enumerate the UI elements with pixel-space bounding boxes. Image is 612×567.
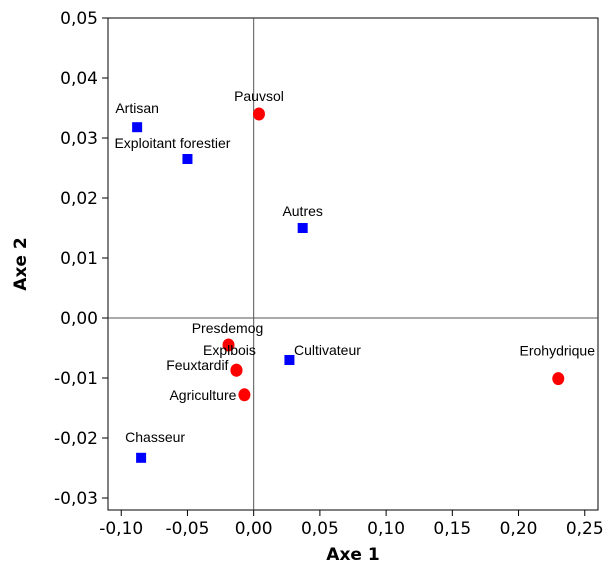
- point-label: Agriculture: [169, 387, 236, 403]
- point-label: Autres: [282, 203, 322, 219]
- square-marker: [132, 122, 143, 133]
- point-label: Pauvsol: [234, 88, 284, 104]
- x-tick-label: 0,10: [367, 519, 405, 539]
- point-label: Erohydrique: [520, 343, 596, 359]
- square-marker: [182, 154, 193, 164]
- square-marker: [136, 452, 147, 463]
- y-tick-label: -0,03: [54, 489, 98, 509]
- y-tick-label: 0,05: [60, 9, 98, 29]
- point-label: Exploitant forestier: [114, 135, 230, 151]
- x-tick-label: 0,25: [566, 519, 604, 539]
- circle-marker: [252, 107, 265, 121]
- x-tick-label: 0,05: [301, 519, 339, 539]
- y-tick-label: 0,00: [60, 309, 98, 329]
- x-axis-ticks: -0,10 -0,05 0,00 0,05 0,10 0,15 0,20 0,25: [99, 510, 604, 539]
- y-tick-label: 0,03: [60, 129, 98, 149]
- y-tick-label: 0,04: [60, 69, 98, 89]
- point-label: Feuxtardif: [166, 357, 228, 373]
- y-tick-label: 0,01: [60, 249, 98, 269]
- circle-marker: [552, 372, 565, 386]
- point-label: Presdemog: [192, 320, 264, 336]
- x-tick-label: 0,15: [433, 519, 471, 539]
- x-tick-label: -0,05: [165, 519, 209, 539]
- y-axis-title: Axe 2: [11, 237, 31, 290]
- square-marker: [297, 223, 308, 233]
- point-label: Cultivateur: [294, 342, 361, 358]
- point-label: Artisan: [115, 100, 159, 116]
- x-tick-label: -0,10: [99, 519, 143, 539]
- reference-lines: [108, 18, 598, 510]
- data-points: Artisan Exploitant forestier Autres Cultiva…: [114, 88, 595, 463]
- circle-marker: [238, 388, 251, 402]
- point-label: Explbois: [203, 342, 256, 358]
- circle-marker: [222, 338, 235, 352]
- point-label: Chasseur: [125, 429, 185, 445]
- square-marker: [284, 355, 295, 365]
- plot-frame: [107, 17, 599, 511]
- y-tick-label: -0,02: [54, 429, 98, 449]
- x-tick-label: 0,00: [235, 519, 273, 539]
- y-axis-ticks: -0,03 -0,02 -0,01 0,00 0,01 0,02 0,03 0,04 0,05: [54, 9, 108, 509]
- x-tick-label: 0,20: [500, 519, 538, 539]
- circle-marker: [230, 363, 243, 377]
- x-axis-title: Axe 1: [326, 545, 379, 565]
- y-tick-label: 0,02: [60, 189, 98, 209]
- y-tick-label: -0,01: [54, 369, 98, 389]
